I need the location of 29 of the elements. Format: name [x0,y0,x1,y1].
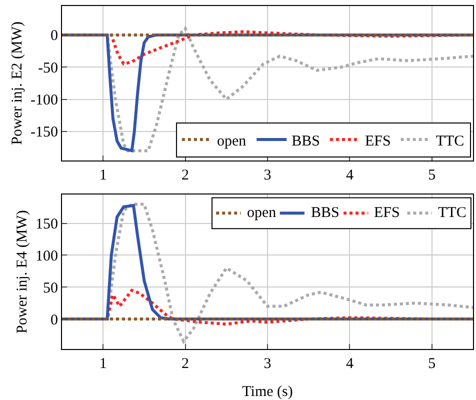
x-tick-label: 5 [428,167,436,184]
legend-label: TTC [438,205,466,221]
legend-label: EFS [364,133,391,150]
y-tick-label: 50 [43,280,58,296]
x-tick-label: 1 [99,167,107,184]
y-tick-label: 0 [50,28,58,44]
y-tick-label: 100 [36,248,58,264]
legend-label: BBS [292,133,320,150]
x-axis-title: Time (s) [242,384,293,400]
x-tick-label: 3 [264,356,272,372]
y-tick-label: -150 [30,124,58,141]
x-tick-label: 2 [182,167,190,184]
legend-label: BBS [311,205,340,221]
y-tick-label: 150 [36,216,58,233]
legend-label: open [216,133,247,150]
x-tick-label: 1 [99,356,107,372]
y-tick-label: -50 [38,60,58,76]
x-tick-label: 2 [182,356,190,372]
x-tick-label: 3 [264,167,272,184]
x-tick-label: 4 [346,167,354,184]
y-axis-title: Power inj. E2 (MW) [10,22,26,145]
x-tick-label: 4 [346,356,354,372]
x-tick-label: 5 [428,356,436,372]
y-tick-label: 0 [50,312,58,328]
legend-label: TTC [436,133,464,150]
legend-label: EFS [374,205,400,221]
y-tick-label: -100 [30,92,58,108]
y-axis-title: Power inj. E4 (MW) [14,210,31,334]
legend-label: open [247,205,277,221]
